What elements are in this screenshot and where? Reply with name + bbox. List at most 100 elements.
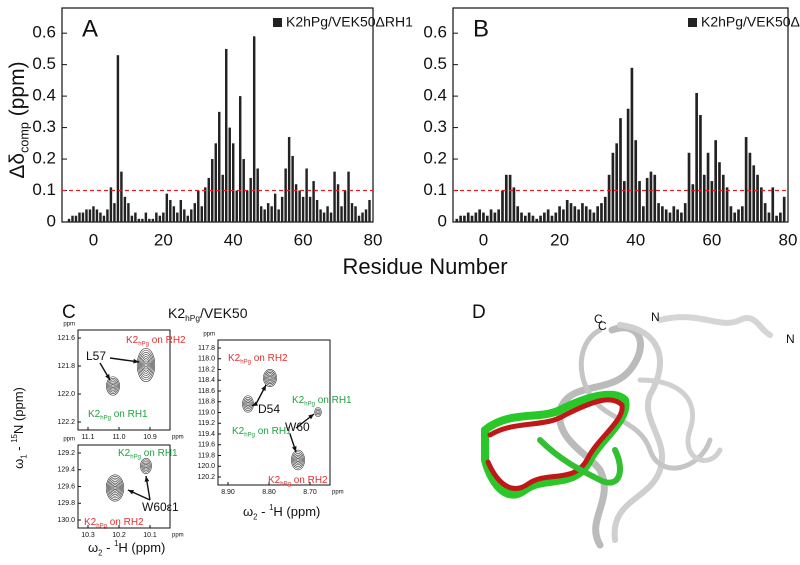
bar (485, 215, 489, 222)
bar (649, 171, 653, 222)
contour (110, 481, 120, 495)
panel-letter: C (62, 302, 76, 323)
arrow-head (133, 358, 139, 364)
bar (333, 171, 336, 222)
spectrum-frame (77, 329, 171, 431)
contour (294, 454, 302, 466)
bar (238, 96, 242, 222)
y-tick-label: 0.2 (423, 149, 447, 168)
bar (225, 48, 228, 222)
bar (721, 174, 725, 222)
peak-label-part: hPg (304, 401, 315, 407)
y-tick-label: 0.5 (32, 54, 56, 73)
bar (186, 215, 190, 222)
arrow-head (105, 374, 110, 380)
x-tick-label: 60 (702, 230, 721, 249)
bar (619, 118, 622, 222)
y-tick-label: 118.6 (198, 388, 215, 395)
bar (109, 187, 113, 222)
legend-swatch (688, 18, 697, 27)
unit-label: ppm (203, 332, 215, 338)
bar (638, 181, 641, 222)
bar (95, 209, 99, 222)
bar (92, 206, 95, 222)
bar (176, 212, 179, 222)
bar (294, 184, 298, 222)
arrow-head (308, 414, 314, 420)
bar (329, 212, 333, 222)
bar (569, 203, 573, 222)
peak-label-part: K2 (118, 448, 131, 459)
bar (151, 218, 155, 222)
bar (228, 127, 231, 222)
contour (295, 456, 301, 464)
peak-label-part: K2 (292, 395, 305, 406)
peak-label: K2hPg on RH1 (292, 395, 352, 407)
bar (298, 190, 301, 222)
contour (142, 358, 150, 372)
bar (207, 177, 210, 222)
contour (315, 408, 321, 416)
x-tick-label: 11.0 (112, 434, 125, 441)
panel-letter: A (82, 15, 98, 42)
bar (284, 168, 287, 222)
bar (263, 209, 266, 222)
contour (109, 381, 117, 391)
bar (137, 218, 141, 222)
spectrum-x-label-part: 1 (269, 503, 273, 512)
contour (140, 457, 152, 474)
bar (642, 206, 645, 222)
bar (588, 209, 592, 222)
bar (725, 187, 729, 222)
y-tick-label: 0.5 (423, 54, 447, 73)
bar (539, 215, 542, 222)
bar (482, 212, 485, 222)
y-tick-label: 0 (438, 211, 447, 230)
panel-title-part: K2 (168, 305, 185, 321)
peak-label-part: on RH1 (141, 448, 178, 459)
bar (287, 137, 291, 222)
bar (179, 199, 183, 222)
spectrum-x-label-part: 2 (98, 549, 102, 558)
peak-label-part: K2 (84, 517, 97, 528)
bar (88, 209, 92, 222)
bar (214, 143, 217, 222)
peak-label: K2hPg on RH2 (126, 335, 186, 347)
y-tick-label: 121.8 (57, 363, 75, 370)
contour (314, 407, 322, 417)
bar (581, 203, 584, 222)
x-tick-label: 60 (294, 230, 313, 249)
contour (266, 373, 274, 383)
bar (190, 209, 193, 222)
contour (138, 350, 155, 380)
bar (657, 203, 660, 222)
x-tick-label: 40 (626, 230, 645, 249)
bar (683, 203, 687, 222)
bar (661, 206, 664, 222)
bar (340, 206, 343, 222)
bar (607, 174, 611, 222)
y-tick-label: 122.2 (57, 419, 75, 426)
y-tick-label: 118.2 (198, 366, 215, 373)
bar (478, 209, 481, 222)
y-tick-label: 120.2 (197, 474, 215, 481)
bar (322, 212, 326, 222)
bar (592, 212, 596, 222)
y-tick-label: 117.8 (198, 345, 215, 352)
bar (497, 209, 501, 222)
peak-label-part: W60 (285, 420, 310, 434)
x-tick-label: 10.2 (112, 532, 126, 539)
bar (123, 196, 127, 222)
y-tick-label: 0.1 (423, 180, 447, 199)
contour (246, 402, 250, 406)
x-tick-label: 8.90 (221, 489, 235, 496)
bar (523, 215, 527, 222)
contour (142, 461, 150, 471)
spectrum-x-label-part: - (103, 540, 115, 555)
bar (116, 55, 120, 222)
bar (695, 92, 698, 223)
peak-label-part: on RH2 (149, 335, 186, 346)
bar (204, 187, 207, 222)
contour (141, 459, 151, 473)
